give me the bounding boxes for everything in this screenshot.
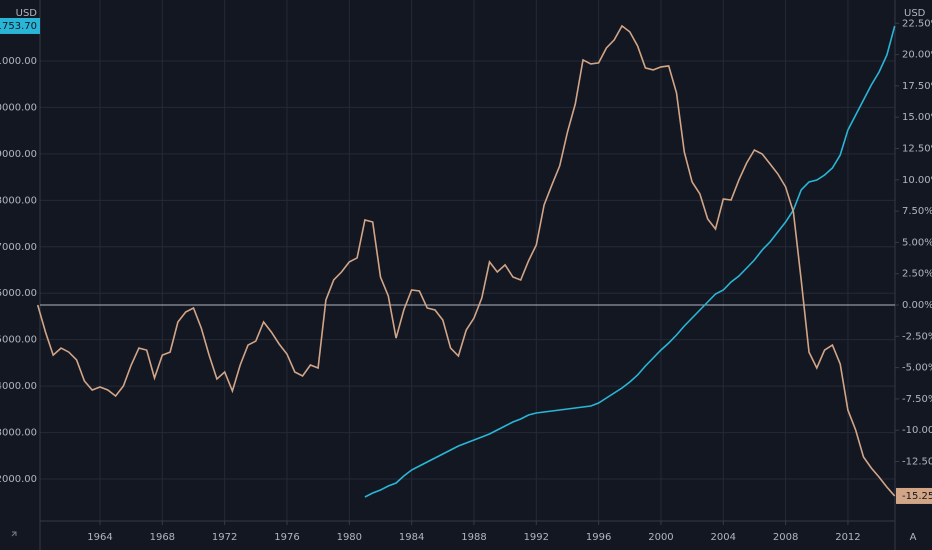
y-tick-label: 10000.00 (0, 102, 37, 113)
y2-tick-label: 2.50% (902, 269, 932, 280)
y-tick-label: 7000.00 (0, 242, 37, 253)
grid (40, 0, 895, 521)
y2-tick-label: 0.00% (902, 300, 932, 311)
y-tick-label: 3000.00 (0, 428, 37, 439)
y-tick-label: 9000.00 (0, 149, 37, 160)
x-tick-label: 1968 (150, 532, 175, 543)
y2-tick-label: 20.00% (902, 50, 932, 61)
y-tick-label: 2000.00 (0, 474, 37, 485)
last-value-label: -15.25% (902, 491, 932, 502)
y2-tick-label: 22.50% (902, 18, 932, 29)
y-tick-label: 6000.00 (0, 288, 37, 299)
y-tick-label: 4000.00 (0, 381, 37, 392)
y2-tick-label: -10.00% (902, 425, 932, 436)
y2-tick-label: -5.00% (902, 363, 932, 374)
x-tick-label: 1992 (524, 532, 549, 543)
y2-tick-label: -12.50% (902, 457, 932, 468)
y2-unit: USD (904, 8, 926, 19)
y2-tick-label: 15.00% (902, 112, 932, 123)
y2-tick-label: 7.50% (902, 206, 932, 217)
series-line (36, 24, 896, 497)
y2-tick-label: 12.50% (902, 143, 932, 154)
y-tick-label: 5000.00 (0, 335, 37, 346)
y-unit: USD (16, 8, 38, 19)
y2-tick-label: 5.00% (902, 237, 932, 248)
y2-tick-label: 10.00% (902, 175, 932, 186)
x-tick-label: 1984 (399, 532, 424, 543)
y-tick-label: 11000.00 (0, 56, 37, 67)
last-value-tag (0, 17, 40, 34)
last-value-tag (896, 487, 932, 504)
x-tick-label: 1980 (337, 532, 362, 543)
x-tick-label: 2012 (835, 532, 860, 543)
x-tick-label: 1964 (87, 532, 112, 543)
x-tick-label: 2004 (711, 532, 736, 543)
series-line (364, 25, 896, 498)
y2-tick-label: -7.50% (902, 394, 932, 405)
x-tick-label: 1996 (586, 532, 611, 543)
x-tick-label: 1988 (461, 532, 486, 543)
x-tick-label: 2008 (773, 532, 798, 543)
x-tick-label: 1976 (274, 532, 299, 543)
y2-tick-label: 17.50% (902, 81, 932, 92)
x-tick-label: 2000 (648, 532, 673, 543)
scale-button[interactable] (11, 531, 17, 537)
auto-scale-button[interactable]: A (910, 532, 917, 543)
last-value-label: 11753.70 (0, 21, 37, 32)
y-tick-label: 8000.00 (0, 195, 37, 206)
y2-tick-label: -2.50% (902, 331, 932, 342)
x-tick-label: 1972 (212, 532, 237, 543)
